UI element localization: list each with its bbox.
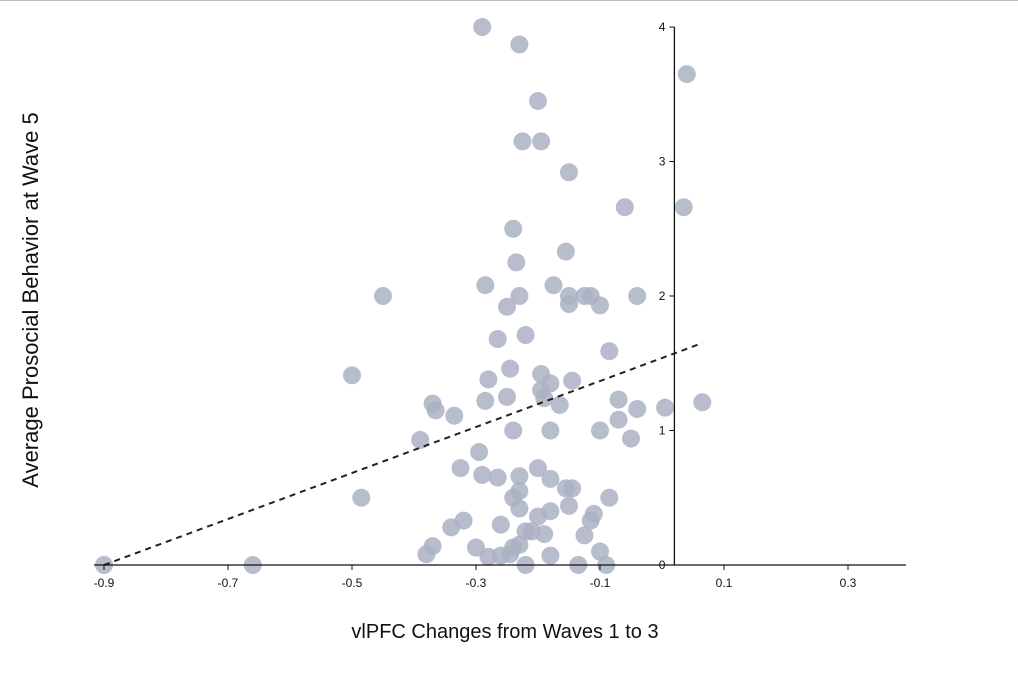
data-point <box>529 459 547 478</box>
data-point <box>541 546 560 565</box>
data-point <box>532 132 551 151</box>
data-point <box>622 429 640 448</box>
data-point <box>563 479 582 498</box>
y-tick-label: 0 <box>659 558 666 572</box>
x-tick-label: -0.9 <box>94 576 115 590</box>
data-point <box>476 391 495 410</box>
data-point <box>343 366 361 385</box>
data-point <box>473 18 492 36</box>
data-point <box>352 488 371 507</box>
data-point <box>541 421 560 440</box>
data-point <box>445 406 464 425</box>
data-point <box>467 538 485 557</box>
data-point <box>504 421 523 440</box>
data-point <box>560 496 578 515</box>
data-point <box>470 443 489 462</box>
data-point <box>628 287 647 305</box>
data-point <box>544 276 563 295</box>
data-point <box>529 91 547 110</box>
data-point <box>656 398 675 417</box>
x-axis-title: vlPFC Changes from Waves 1 to 3 <box>351 621 658 643</box>
data-point <box>556 242 575 261</box>
data-point <box>535 525 554 544</box>
data-point <box>674 198 693 217</box>
data-point <box>510 499 529 518</box>
x-tick-label: -0.3 <box>466 576 487 590</box>
data-point <box>575 526 594 545</box>
data-point <box>628 399 647 418</box>
data-points <box>95 18 712 574</box>
data-point <box>550 395 569 414</box>
y-tick-label: 1 <box>659 424 666 438</box>
data-point <box>581 511 600 530</box>
data-point <box>591 542 609 561</box>
trendline <box>103 342 703 566</box>
data-point <box>498 387 516 406</box>
data-point <box>677 65 696 84</box>
data-point <box>560 295 578 314</box>
data-point <box>473 465 492 484</box>
data-point <box>488 468 507 487</box>
data-point <box>541 469 560 488</box>
y-axis-title: Average Prosocial Behavior at Wave 5 <box>18 112 43 487</box>
data-point <box>609 410 628 429</box>
data-point <box>510 35 529 54</box>
data-point <box>693 393 712 412</box>
data-point <box>374 287 392 305</box>
data-point <box>476 276 495 295</box>
data-point <box>411 430 430 449</box>
data-point <box>510 287 529 305</box>
data-point <box>510 467 529 486</box>
data-point <box>510 482 529 501</box>
data-point <box>541 374 560 393</box>
data-point <box>591 296 609 315</box>
data-point <box>488 330 507 349</box>
data-point <box>417 545 436 564</box>
x-tick-label: 0.1 <box>716 576 733 590</box>
data-point <box>507 253 526 272</box>
data-point <box>451 459 470 478</box>
data-point <box>501 545 520 564</box>
data-point <box>609 390 628 409</box>
data-point <box>516 326 535 345</box>
data-point <box>600 342 619 361</box>
x-axis-ticks: -0.9 -0.7 -0.5 -0.3 -0.1 0.1 0.3 <box>94 565 857 590</box>
x-tick-label: 0.3 <box>840 576 857 590</box>
data-point <box>491 515 510 534</box>
data-point <box>591 421 609 440</box>
data-point <box>563 371 582 390</box>
y-axis-ticks: 0 1 2 3 4 <box>659 20 675 572</box>
data-point <box>426 401 445 420</box>
top-border-line <box>0 0 1018 1</box>
data-point <box>501 359 520 378</box>
data-point <box>513 132 532 151</box>
data-point <box>504 219 523 238</box>
y-tick-label: 2 <box>659 289 666 303</box>
data-point <box>479 370 498 389</box>
x-tick-label: -0.7 <box>218 576 239 590</box>
x-tick-label: -0.5 <box>342 576 363 590</box>
x-tick-label: -0.1 <box>590 576 611 590</box>
data-point <box>600 488 619 507</box>
y-tick-label: 4 <box>659 20 666 34</box>
data-point <box>454 511 473 530</box>
y-tick-label: 3 <box>659 155 666 169</box>
data-point <box>615 198 634 217</box>
data-point <box>498 297 516 316</box>
data-point <box>529 507 547 526</box>
data-point <box>560 163 578 182</box>
